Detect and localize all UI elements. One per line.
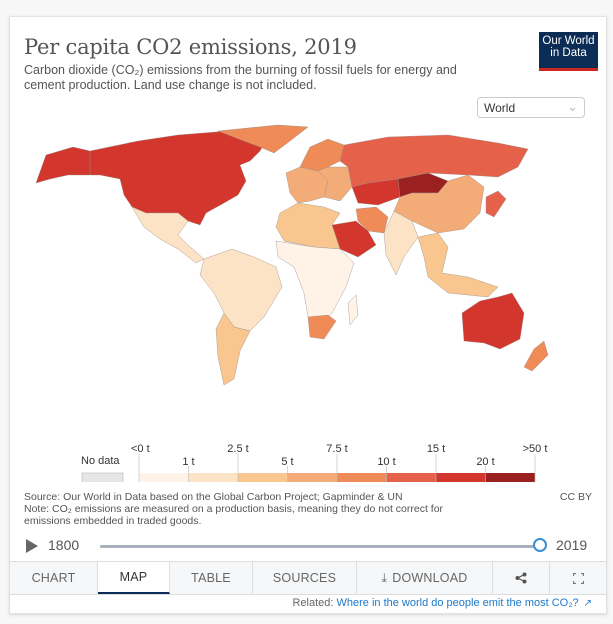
map-region-japan-korea[interactable] <box>485 190 507 218</box>
legend-bin[interactable] <box>337 473 387 482</box>
logo-line-2: in Data <box>550 47 587 59</box>
share-icon <box>515 572 527 584</box>
legend-threshold-label: 10 t <box>377 456 395 468</box>
related-link-row: Related: Where in the world do people em… <box>292 597 592 609</box>
fullscreen-button[interactable] <box>550 562 606 594</box>
note-text: Note: CO₂ emissions are measured on a pr… <box>24 503 444 527</box>
tab-sources[interactable]: SOURCES <box>253 562 357 594</box>
map-region-northern-europe[interactable] <box>299 138 345 172</box>
tab-chart-label: CHART <box>31 571 76 585</box>
share-button[interactable] <box>493 562 550 594</box>
legend-bin[interactable] <box>188 473 239 482</box>
legend-threshold-label: <0 t <box>131 443 150 455</box>
legend-no-data-label: No data <box>81 455 120 467</box>
license-link[interactable]: CC BY <box>559 491 592 503</box>
related-link[interactable]: Where in the world do people emit the mo… <box>336 597 579 609</box>
world-map <box>35 124 549 386</box>
map-region-south-america[interactable] <box>199 248 283 332</box>
timeline: 1800 2019 <box>24 536 594 556</box>
map-region-united-states-canada[interactable] <box>89 130 269 226</box>
map-region-north-africa[interactable] <box>275 202 341 250</box>
legend-threshold-label: 5 t <box>281 456 293 468</box>
tab-table-label: TABLE <box>191 571 231 585</box>
map-region-eastern-europe[interactable] <box>317 166 353 202</box>
legend-bin[interactable] <box>485 473 536 482</box>
timeline-handle[interactable] <box>533 538 547 552</box>
legend-threshold-label: 7.5 t <box>326 443 347 455</box>
legend-bin[interactable] <box>386 473 437 482</box>
logo-line-1: Our World <box>542 35 595 47</box>
tab-chart[interactable]: CHART <box>10 562 98 594</box>
tab-download[interactable]: ⤓ DOWNLOAD <box>357 562 493 594</box>
map-region-greenland[interactable] <box>217 124 309 154</box>
legend-threshold-label: 2.5 t <box>227 443 248 455</box>
timeline-track[interactable] <box>100 545 544 548</box>
map-region-madagascar[interactable] <box>347 294 359 326</box>
legend-bin[interactable] <box>139 473 189 482</box>
legend-threshold-label: >50 t <box>523 443 548 455</box>
map-legend: No data <0 t 1 t 2.5 t 5 t 7.5 t 10 t 15 t 20 t… <box>81 443 548 482</box>
map-region-india[interactable] <box>383 210 419 276</box>
tab-map[interactable]: MAP <box>98 562 170 594</box>
download-icon: ⤓ <box>381 570 388 585</box>
region-select[interactable]: World ⌄ <box>477 97 585 118</box>
legend-bin[interactable] <box>287 473 338 482</box>
legend-threshold-label: 20 t <box>476 456 494 468</box>
fullscreen-icon <box>572 572 584 584</box>
map-region-mexico-central-america[interactable] <box>131 206 205 264</box>
map-region-new-zealand[interactable] <box>523 340 549 372</box>
map-region-southeast-asia[interactable] <box>417 232 499 298</box>
map-region-sub-saharan-africa[interactable] <box>275 240 355 328</box>
tab-map-label: MAP <box>119 570 148 584</box>
tab-bar: CHART MAP TABLE SOURCES ⤓ DOWNLOAD <box>10 561 606 595</box>
chart-card: Per capita CO2 emissions, 2019 Carbon di… <box>9 16 607 614</box>
source-text: Source: Our World in Data based on the G… <box>24 491 403 503</box>
chart-footer: Source: Our World in Data based on the G… <box>24 491 596 527</box>
owid-logo[interactable]: Our World in Data <box>539 32 598 71</box>
chart-title: Per capita CO2 emissions, 2019 <box>24 35 357 59</box>
external-link-icon[interactable]: ↗ <box>583 598 592 609</box>
legend-no-data-swatch <box>81 472 124 482</box>
timeline-end-year: 2019 <box>556 537 588 553</box>
tab-table[interactable]: TABLE <box>170 562 253 594</box>
map-region-australia[interactable] <box>461 292 525 350</box>
legend-bin[interactable] <box>436 473 486 482</box>
map-region-argentina-chile[interactable] <box>215 312 251 386</box>
chevron-down-icon: ⌄ <box>567 99 578 114</box>
tab-sources-label: SOURCES <box>272 571 337 585</box>
chart-subtitle: Carbon dioxide (CO₂) emissions from the … <box>24 63 457 92</box>
timeline-start-year: 1800 <box>48 537 80 553</box>
legend-threshold-label: 15 t <box>427 443 445 455</box>
map-region-south-africa[interactable] <box>307 314 337 340</box>
related-prefix: Related: <box>292 597 337 609</box>
play-icon[interactable] <box>26 539 38 553</box>
map-region-alaska[interactable] <box>35 146 91 184</box>
tab-download-label: DOWNLOAD <box>392 571 468 585</box>
region-select-value: World <box>484 101 516 115</box>
legend-threshold-label: 1 t <box>182 456 194 468</box>
legend-bin[interactable] <box>238 473 288 482</box>
